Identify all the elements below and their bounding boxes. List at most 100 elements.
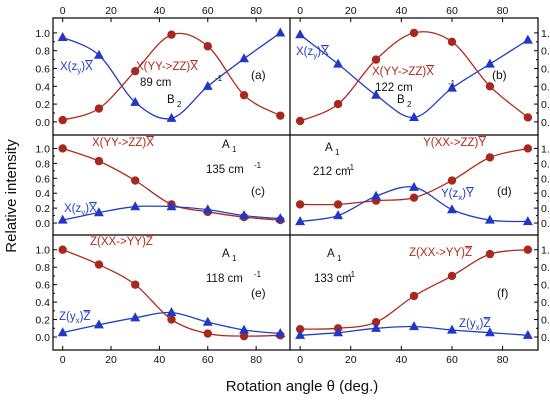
annotation-subscript: 1 (337, 254, 342, 263)
panels-group: 0.00.20.40.60.81.00 20 40 60 80X(zy)X X(YY->Z… (35, 5, 550, 366)
data-point (295, 29, 306, 39)
data-point (522, 34, 533, 44)
data-point (371, 55, 381, 64)
series-label-part: X(YY->ZZ) (136, 61, 190, 73)
data-point (484, 214, 495, 224)
panel-a: 0.00.20.40.60.81.00 20 40 60 80X(zy)X X(YY->Z… (35, 5, 286, 129)
series-label-part: ) (317, 46, 321, 58)
series-label-part: Y (466, 188, 474, 200)
series-label-part: y (313, 51, 317, 60)
annotation-subscript: 2 (407, 100, 412, 109)
figure-frame (52, 17, 539, 351)
x-tick-label: 20 (345, 354, 357, 366)
y-tick-label: 0.2 (541, 315, 550, 327)
annotation-superscript: -1 (254, 161, 262, 170)
y-tick-label: 0.4 (541, 81, 550, 93)
data-point (409, 291, 419, 301)
x-tick-label: 40 (396, 5, 408, 17)
y-tick-label: 0.8 (35, 158, 50, 170)
x-tick-label: 0 (297, 5, 303, 17)
y-tick-label: 1.0 (541, 28, 550, 40)
y-tick-label: 0.8 (541, 262, 550, 274)
data-point (130, 96, 141, 106)
data-point (131, 176, 140, 185)
series-label-part: Z (483, 318, 490, 330)
x-tick-label: 0 (60, 5, 66, 17)
x-tick-label: 40 (396, 354, 408, 366)
y-tick-label: 0.2 (35, 203, 50, 215)
panel-b: 0.00.20.40.60.81.0020406080X(zy)XX(YY->Z… (295, 5, 550, 129)
annotation-superscript: -1 (254, 270, 262, 279)
y-tick-label: 1.0 (35, 143, 50, 155)
y-tick-label: 0.6 (35, 63, 50, 75)
data-point (166, 307, 177, 317)
data-point (523, 245, 533, 254)
data-point (409, 193, 419, 202)
series-label: X(YY->ZZ)X (372, 66, 434, 78)
data-point (371, 190, 381, 200)
data-point (371, 317, 381, 327)
y-tick-label: 0.2 (541, 99, 550, 111)
panel-e: 0.00.20.40.60.81.00 20 40 60 80Z(XX->YY)ZZ(y… (35, 236, 286, 366)
data-point (275, 213, 286, 223)
data-point (57, 327, 68, 337)
y-tick-label: 0.8 (35, 46, 50, 58)
data-point (333, 58, 344, 68)
x-tick-label: 0 (297, 354, 303, 366)
x-tick-label: 60 (202, 354, 214, 366)
data-point (58, 245, 67, 254)
y-tick-label: 0.8 (35, 262, 50, 274)
y-tick-label: 0.4 (541, 297, 550, 309)
y-tick-label: 0.6 (35, 280, 50, 292)
series-label-part: x (458, 193, 462, 202)
data-point (447, 82, 457, 92)
data-point (203, 42, 212, 51)
series-label: Z(XX->YY)Z (409, 247, 472, 259)
data-point (409, 321, 419, 331)
series-label-part: y (81, 208, 85, 217)
series-label-part: Z (465, 247, 472, 259)
series-label: Z(yx)Z (459, 318, 490, 332)
y-tick-label: 0.0 (35, 218, 50, 230)
data-point (295, 116, 305, 126)
data-point (295, 216, 306, 226)
data-point (523, 113, 533, 122)
data-point (167, 315, 176, 324)
data-point (94, 260, 104, 269)
data-point (93, 319, 104, 329)
series-label: Z(yx)Z (59, 311, 90, 325)
data-point (447, 271, 457, 281)
series-label: Z(XX->YY)Z (90, 236, 153, 248)
data-point (447, 324, 457, 334)
series-label-part: ) (81, 61, 85, 73)
series-label: Y(zx)Y (441, 188, 474, 202)
series-label-part: Y (478, 137, 486, 149)
annotation: A (327, 248, 335, 260)
series-label-part: X (146, 137, 154, 149)
series-label-part: Y(z (441, 188, 459, 200)
data-point (166, 112, 177, 122)
series-label-part: Z (83, 311, 90, 323)
annotation-subscript: 1 (335, 148, 340, 157)
x-tick-label: 80 (497, 354, 509, 366)
y-tick-label: 0.8 (541, 158, 550, 170)
series-label-part: X (89, 203, 97, 215)
y-axis-label: Relative intensity (3, 139, 20, 253)
series-label: X(zy)X (64, 203, 97, 217)
annotation-subscript: 1 (232, 145, 237, 154)
data-point (203, 329, 212, 338)
fit-curve (300, 249, 528, 330)
data-point (295, 324, 305, 334)
annotation-superscript: -1 (347, 163, 355, 172)
data-point (57, 214, 68, 224)
series-label-part: Z(y (59, 311, 76, 323)
x-tick-label: 80 (250, 354, 262, 366)
data-point (485, 249, 495, 259)
data-point (239, 324, 250, 334)
data-point (130, 312, 141, 322)
y-tick-label: 0.8 (541, 46, 550, 58)
annotation: 212 cm (313, 166, 351, 178)
panel-f: 0.00.20.40.60.81.0020406080Z(XX->YY)ZZ(y… (295, 245, 550, 366)
y-tick-label: 0.0 (541, 332, 550, 344)
